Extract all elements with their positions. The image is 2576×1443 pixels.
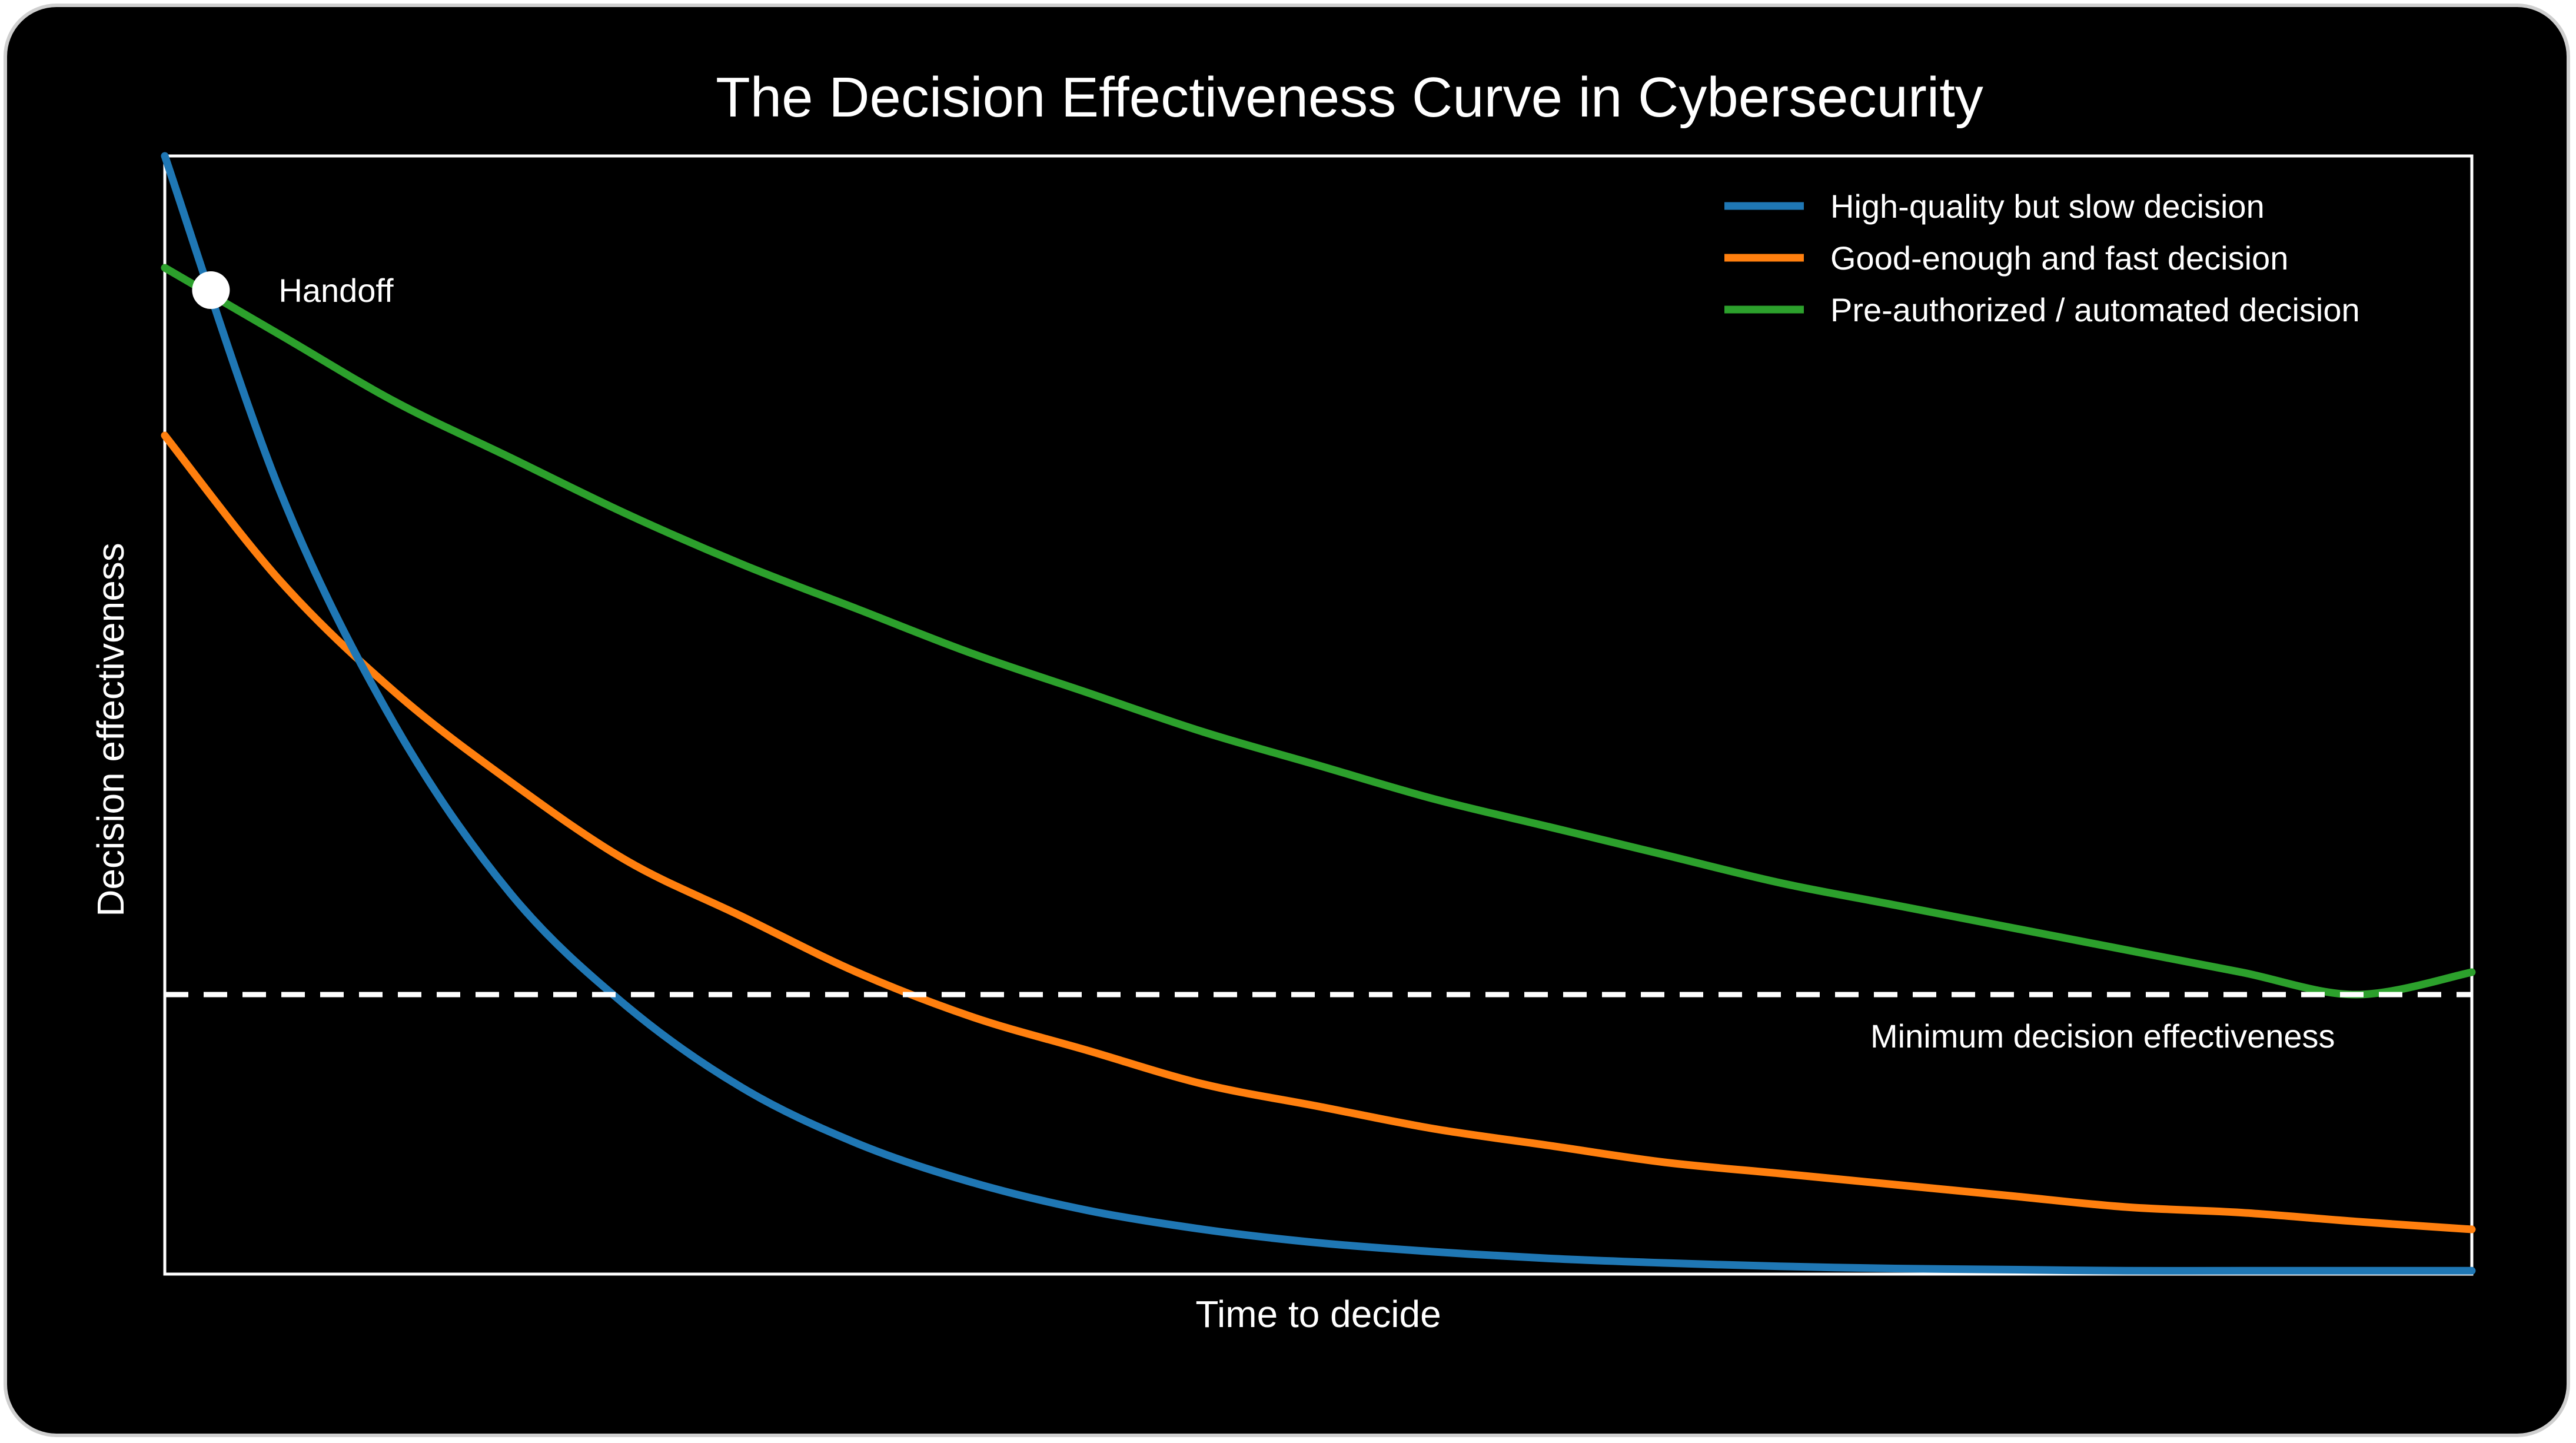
legend-label-1: Good-enough and fast decision: [1830, 240, 2288, 277]
series-line-0: [161, 152, 2476, 1275]
plot-area: [163, 154, 2474, 1276]
reference-line-label: Minimum decision effectiveness: [1870, 1018, 2335, 1055]
legend-label-2: Pre-authorized / automated decision: [1830, 291, 2360, 328]
x-axis-label: Time to decide: [1195, 1293, 1441, 1335]
legend: High-quality but slow decision Good-enoug…: [1724, 188, 2360, 328]
handoff-label: Handoff: [278, 272, 394, 309]
series-line-2: [161, 264, 2476, 999]
legend-label-0: High-quality but slow decision: [1830, 188, 2265, 225]
y-axis-label: Decision effectiveness: [89, 543, 132, 917]
series-line-1: [161, 431, 2476, 1233]
series-layer: [161, 152, 2476, 1275]
chart-title: The Decision Effectiveness Curve in Cybe…: [716, 66, 1983, 129]
handoff-marker: [192, 271, 230, 309]
